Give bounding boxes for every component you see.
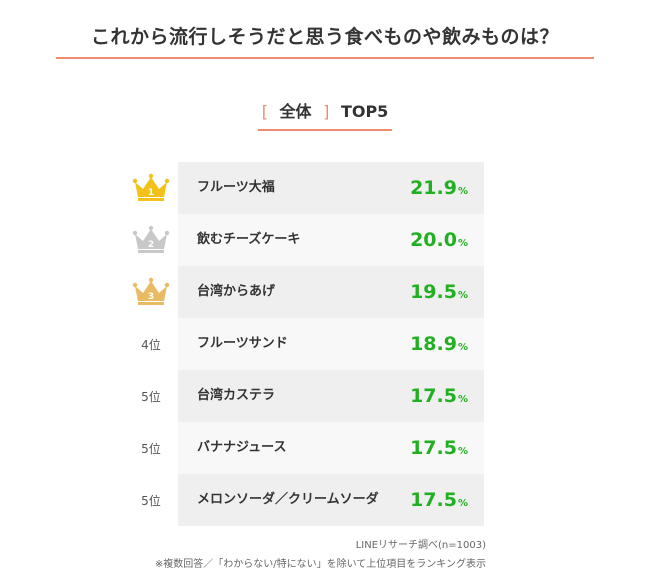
value-unit: % <box>457 394 468 405</box>
value-unit: % <box>457 498 468 509</box>
table-row: 3 台湾からあげ 19.5% <box>118 266 498 318</box>
footnote: ※複数回答／「わからない/特にない」を除いて上位項目をランキング表示 <box>154 559 486 570</box>
gold-crown-icon: 1 <box>132 173 170 201</box>
subtitle-top: TOP5 <box>340 102 389 121</box>
value-number: 17.5 <box>410 385 457 407</box>
row-background <box>178 214 484 266</box>
value-number: 17.5 <box>410 437 457 459</box>
table-row: 1 フルーツ大福 21.9% <box>118 162 498 214</box>
ranking-table: 1 フルーツ大福 21.9% 2 飲むチーズケーキ 20.0% 3 台湾からあげ 19.5% 4位… <box>118 162 498 526</box>
value-label: 17.5% <box>410 422 468 474</box>
value-number: 17.5 <box>410 489 457 511</box>
value-label: 17.5% <box>410 370 468 422</box>
rank-label: 5位 <box>141 389 161 404</box>
value-unit: % <box>457 238 468 249</box>
value-label: 20.0% <box>410 214 468 266</box>
row-background <box>178 266 484 318</box>
value-number: 20.0 <box>410 229 457 251</box>
value-number: 19.5 <box>410 281 457 303</box>
value-unit: % <box>457 446 468 457</box>
value-label: 19.5% <box>410 266 468 318</box>
rank-badge: 3 <box>118 266 184 318</box>
subtitle-underline <box>258 129 392 131</box>
value-number: 18.9 <box>410 333 457 355</box>
source-note: LINEリサーチ調べ(n=1003) <box>355 540 486 551</box>
row-background <box>178 474 484 526</box>
value-label: 21.9% <box>410 162 468 214</box>
item-label: バナナジュース <box>197 440 287 455</box>
rank-label: 4位 <box>141 337 161 352</box>
item-label: メロンソーダ／クリームソーダ <box>197 492 379 507</box>
item-label: 台湾カステラ <box>197 388 276 403</box>
item-label: 台湾からあげ <box>197 284 276 299</box>
chart-title: これから流行しそうだと思う食べものや飲みものは？ <box>90 26 559 48</box>
row-background <box>178 318 484 370</box>
row-background <box>178 162 484 214</box>
row-background <box>178 422 484 474</box>
table-row: 5位 バナナジュース 17.5% <box>118 422 498 474</box>
subtitle-open-bracket: [ <box>261 102 268 121</box>
item-label: 飲むチーズケーキ <box>197 232 301 247</box>
item-label: フルーツサンド <box>197 336 288 351</box>
item-label: フルーツ大福 <box>197 180 275 195</box>
rank-label: 5位 <box>141 493 161 508</box>
value-unit: % <box>457 186 468 197</box>
subtitle-label: 全体 <box>279 102 312 121</box>
rank-number: 2 <box>148 240 154 250</box>
table-row: 5位 メロンソーダ／クリームソーダ 17.5% <box>118 474 498 526</box>
value-label: 18.9% <box>410 318 468 370</box>
rank-number: 1 <box>148 188 154 198</box>
value-unit: % <box>457 342 468 353</box>
value-unit: % <box>457 290 468 301</box>
title-underline <box>56 57 594 59</box>
value-number: 21.9 <box>410 177 457 199</box>
bronze-crown-icon: 3 <box>132 277 170 305</box>
value-label: 17.5% <box>410 474 468 526</box>
rank-label: 5位 <box>141 441 161 456</box>
table-row: 2 飲むチーズケーキ 20.0% <box>118 214 498 266</box>
rank-badge: 1 <box>118 162 184 214</box>
row-background <box>178 370 484 422</box>
subtitle-close-bracket: ] <box>323 102 330 121</box>
rank-number: 3 <box>148 292 154 302</box>
section-subtitle: [ 全体 ] TOP5 <box>0 98 650 122</box>
table-row: 4位 フルーツサンド 18.9% <box>118 318 498 370</box>
table-row: 5位 台湾カステラ 17.5% <box>118 370 498 422</box>
silver-crown-icon: 2 <box>132 225 170 253</box>
rank-badge: 2 <box>118 214 184 266</box>
